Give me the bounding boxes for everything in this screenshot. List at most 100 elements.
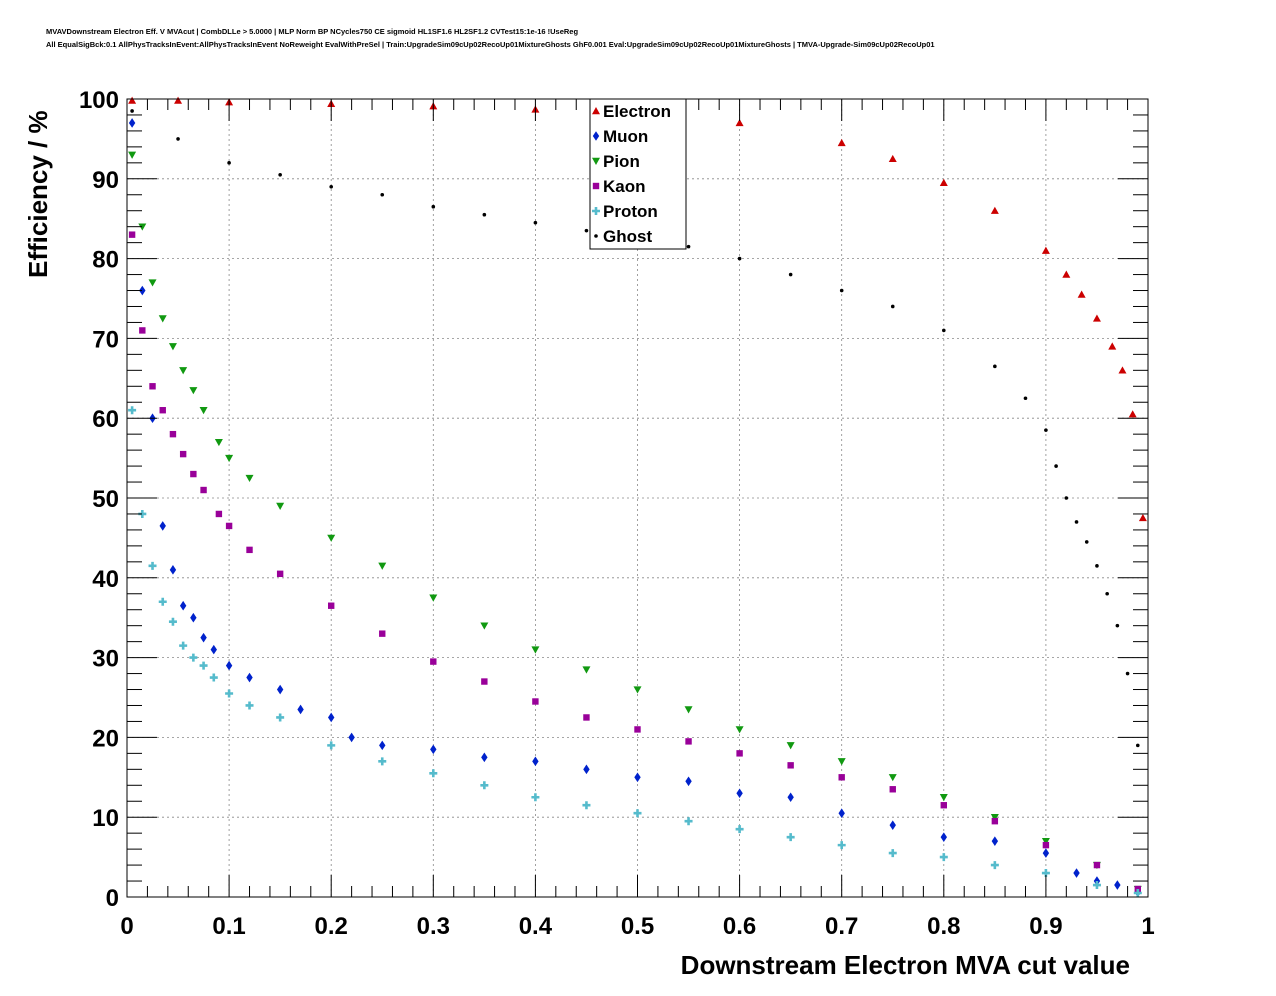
muon-point [179,600,187,611]
x-axis-title: Downstream Electron MVA cut value [681,950,1130,980]
proton-point [158,597,167,606]
pion-point [582,666,591,674]
pion-point [1041,837,1050,846]
pion-point [199,407,208,415]
y-tick-label: 80 [92,247,119,274]
electron-point [837,138,846,147]
muon-point [159,521,166,531]
pion-point [148,279,157,287]
proton-point [633,809,642,818]
y-tick-label: 10 [92,805,119,832]
proton-point [276,713,285,722]
proton-point [582,801,591,810]
legend-marker-electron [592,107,600,115]
muon-point [991,836,999,846]
y-tick-label: 70 [92,326,119,353]
x-tick-label: 0 [120,913,133,940]
pion-point [429,594,438,602]
kaon-point [246,546,253,554]
pion-point [179,367,188,375]
ghost-point [686,244,691,249]
kaon-point [1093,861,1101,869]
kaon-point [379,630,386,637]
x-tick-label: 1 [1141,913,1154,940]
x-tick-label: 0.3 [417,913,450,940]
electron-point [1128,410,1137,418]
kaon-point [169,430,177,438]
legend-marker-muon [592,131,600,141]
muon-point [787,792,794,803]
ghost-point [942,328,946,333]
muon-point [532,756,539,767]
kaon-point [328,602,335,609]
ghost-point [839,288,844,293]
ghost-point [993,364,997,369]
kaon-point [532,698,539,705]
pion-point [378,562,387,570]
kaon-point [179,450,187,458]
y-tick-label: 60 [92,406,119,433]
pion-point [168,343,177,351]
legend-label-kaon: Kaon [603,177,646,196]
legend-marker-kaon [592,182,600,190]
proton-point [1133,889,1142,898]
kaon-point [889,786,896,793]
kaon-point [940,802,947,809]
series-layer [128,96,1147,898]
electron-point [128,96,137,104]
legend-entries: Electron Muon Pion Kaon Proton Ghost [592,102,671,246]
electron-point [1118,366,1127,374]
pion-point [786,742,795,750]
electron-point [1138,513,1147,522]
muon-point [190,612,197,623]
ghost-point [533,220,538,225]
kaon-point [991,817,999,825]
legend-marker-pion [592,157,600,165]
muon-point [328,712,335,723]
x-tick-label: 0.5 [621,913,654,940]
ghost-point [1095,564,1099,568]
muon-point [583,764,590,775]
x-tick-label: 0.7 [825,913,858,940]
muon-point [634,772,641,783]
kaon-point [215,510,223,518]
ghost-point [1023,396,1028,401]
legend-label-electron: Electron [603,102,671,121]
proton-point [199,661,208,670]
ghost-point [130,109,134,113]
series-pion [128,151,1142,894]
muon-point [430,744,437,755]
muon-point [210,644,217,655]
kaon-point [481,678,488,685]
series-kaon [128,231,1141,893]
x-tick-label: 0.8 [927,913,960,940]
muon-point [348,732,355,743]
muon-point [838,808,845,819]
pion-point [990,814,999,822]
kaon-point [190,470,197,478]
legend: Electron Muon Pion Kaon Proton Ghost [589,98,687,250]
proton-point [990,861,999,870]
x-tick-label: 0.2 [315,913,348,940]
y-tick-label: 0 [106,885,119,912]
pion-point [684,706,693,714]
y-tick-label: 30 [92,646,119,673]
ghost-point [1054,464,1058,468]
x-tick-label: 0.9 [1029,913,1062,940]
legend-marker-ghost [594,234,598,238]
pion-point [633,686,642,694]
x-tick-label: 0.4 [519,913,553,940]
pion-point [214,438,223,447]
proton-point [531,793,540,802]
pion-point [225,454,234,463]
muon-point [297,704,304,715]
legend-label-proton: Proton [603,202,658,221]
ghost-point [431,204,436,209]
proton-point [189,653,198,662]
proton-point [168,617,177,626]
ghost-point [329,184,334,189]
proton-point [179,641,188,650]
electron-point [990,206,999,214]
kaon-point [139,327,146,334]
